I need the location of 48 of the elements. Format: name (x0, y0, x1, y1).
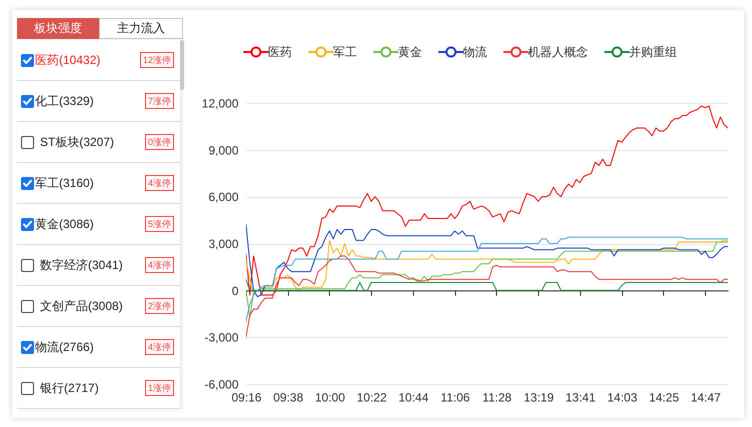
y-tick-label: -6,000 (204, 378, 239, 392)
text: 4涨停 (148, 178, 171, 188)
y-tick-label: 3,000 (208, 237, 239, 251)
text: 4涨停 (148, 342, 171, 352)
line-series (246, 255, 728, 338)
x-tick-label: 09:38 (273, 390, 304, 404)
x-tick-label: 13:41 (565, 390, 596, 404)
category-label: 医药(10432) (35, 52, 100, 68)
x-tick-label: 09:16 (231, 390, 262, 404)
x-tick-label: 10:22 (356, 390, 388, 404)
category-label: 物流(2766) (35, 339, 94, 355)
x-tick-label: 14:47 (690, 390, 722, 404)
x-tick-label: 10:44 (398, 390, 429, 404)
legend-label: 物流 (463, 45, 487, 59)
category-label: 军工(3160) (35, 175, 94, 191)
x-tick-label: 13:19 (524, 390, 554, 404)
text: 板块强度 (17, 18, 99, 39)
text: 主力流入 (99, 18, 183, 39)
category-label: 文创产品(3008) (40, 298, 123, 314)
category-label: 黄金(3086) (35, 216, 94, 232)
text: 2涨停 (148, 301, 171, 311)
category-label: 银行(2717) (40, 380, 99, 396)
text: 12涨停 (142, 55, 171, 65)
text: 1涨停 (148, 383, 171, 393)
legend-label: 机器人概念 (528, 45, 588, 59)
y-tick-label: 12,000 (202, 96, 239, 110)
x-tick-label: 11:28 (482, 390, 512, 404)
legend-label: 黄金 (398, 45, 422, 59)
y-tick-label: 6,000 (208, 190, 239, 204)
category-label: 数字经济(3041) (40, 257, 123, 273)
category-label: ST板块(3207) (40, 134, 114, 150)
y-tick-label: 9,000 (208, 143, 239, 158)
text: 4涨停 (148, 260, 171, 270)
legend-label: 军工 (333, 45, 357, 59)
line-series (246, 106, 728, 296)
legend-label: 医药 (268, 45, 292, 59)
line-series (246, 224, 728, 298)
y-tick-label: 0 (232, 284, 239, 298)
legend-label: 并购重组 (629, 45, 677, 59)
x-tick-label: 14:03 (607, 390, 638, 404)
text: 5涨停 (148, 219, 171, 229)
y-tick-label: -3,000 (204, 330, 239, 345)
x-tick-label: 11:06 (440, 390, 470, 404)
text: 7涨停 (148, 96, 171, 106)
x-tick-label: 10:00 (314, 390, 346, 404)
text: 0涨停 (148, 137, 171, 147)
x-tick-label: 14:25 (648, 390, 680, 404)
category-label: 化工(3329) (35, 93, 94, 109)
